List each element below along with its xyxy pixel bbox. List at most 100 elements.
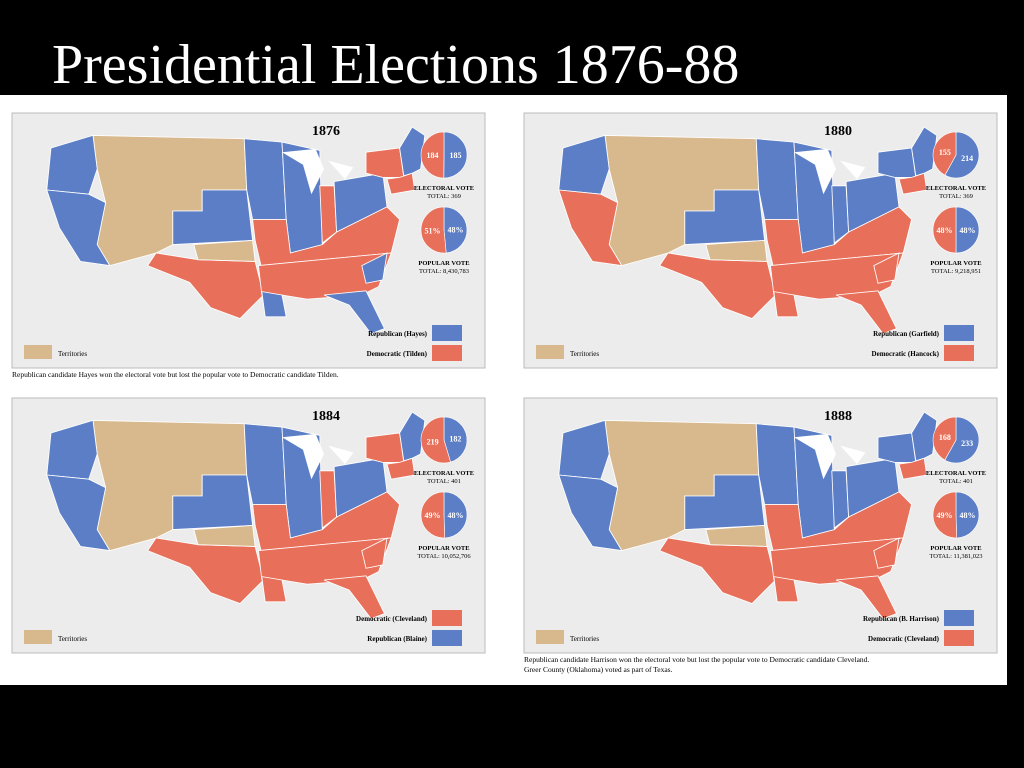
map-region	[361, 252, 388, 284]
legend-swatch	[944, 325, 974, 341]
map-region	[558, 474, 623, 552]
pie-label: 49%	[425, 511, 441, 520]
map-region	[558, 419, 610, 480]
legend-label: Democratic (Cleveland)	[356, 615, 428, 623]
pie-label: 48%	[447, 511, 463, 520]
pie-slice	[420, 416, 451, 464]
map-region	[361, 537, 388, 569]
legend-label: Republican (Hayes)	[368, 330, 428, 338]
popular-total: TOTAL: 8,430,783	[419, 268, 469, 275]
map-region	[831, 470, 850, 529]
map-region	[705, 524, 768, 547]
pie-label: 214	[961, 154, 973, 163]
pie-slice	[443, 206, 468, 254]
popular-total: TOTAL: 10,052,706	[417, 553, 471, 560]
pie-label: 155	[939, 148, 951, 157]
pie-label: 233	[961, 439, 973, 448]
map-region	[755, 138, 799, 220]
map-region	[845, 172, 900, 233]
map-year: 1884	[312, 409, 340, 424]
map	[46, 411, 426, 620]
pie-slice	[932, 206, 957, 254]
great-lakes	[794, 433, 866, 480]
legend-label: Democratic (Cleveland)	[868, 635, 940, 643]
map-region	[399, 126, 426, 177]
pie-label: 48%	[447, 225, 463, 234]
popular-title: POPULAR VOTE	[930, 260, 981, 267]
map-region	[873, 537, 900, 569]
pie-label: 48%	[937, 226, 953, 235]
map-region	[705, 239, 768, 262]
map-region	[835, 290, 898, 335]
legend-swatch	[944, 610, 974, 626]
map-region	[755, 423, 799, 505]
map-region	[558, 134, 610, 195]
legend-label: Democratic (Hancock)	[872, 350, 940, 358]
map-region	[831, 185, 850, 244]
map-year: 1876	[312, 124, 340, 139]
pie-label: 51%	[425, 227, 441, 236]
legend-swatch	[944, 345, 974, 361]
map-region	[877, 147, 917, 178]
electoral-total: TOTAL: 369	[427, 193, 461, 200]
pie-label: 219	[427, 438, 439, 447]
popular-title: POPULAR VOTE	[930, 545, 981, 552]
legend-swatch	[432, 345, 462, 361]
map-region	[399, 411, 426, 462]
map-year: 1888	[824, 409, 852, 424]
pie-label: 184	[427, 151, 439, 160]
pie-slice	[932, 491, 958, 539]
caption: Greer County (Oklahoma) voted as part of…	[524, 665, 673, 674]
territories-label: Territories	[58, 635, 87, 643]
pie-label: 49%	[937, 511, 953, 520]
legend-label: Democratic (Tilden)	[367, 350, 428, 358]
territories-label: Territories	[570, 350, 599, 358]
great-lakes	[282, 148, 354, 195]
legend-swatch	[432, 630, 462, 646]
map-region	[877, 432, 917, 463]
caption: Republican candidate Hayes won the elect…	[12, 370, 339, 379]
electoral-title: ELECTORAL VOTE	[414, 185, 474, 192]
great-lakes	[282, 433, 354, 480]
map-region	[319, 185, 338, 244]
pie-slice	[443, 131, 468, 179]
popular-total: TOTAL: 9,218,951	[931, 268, 981, 275]
pie-label: 185	[449, 151, 461, 160]
pie-slice	[932, 131, 957, 176]
map-region	[46, 134, 98, 195]
pie-label: 48%	[959, 511, 975, 520]
popular-title: POPULAR VOTE	[418, 545, 469, 552]
map-region	[46, 189, 111, 267]
slide-title: Presidential Elections 1876-88	[52, 34, 740, 96]
territories-swatch	[536, 630, 564, 644]
pie-slice	[420, 206, 447, 254]
legend-swatch	[432, 325, 462, 341]
map-region	[911, 126, 938, 177]
pie-slice	[944, 416, 980, 464]
map-region	[873, 252, 900, 284]
map-region	[193, 239, 256, 262]
popular-total: TOTAL: 11,381,023	[929, 553, 982, 560]
map-region	[319, 470, 338, 529]
map-region	[193, 524, 256, 547]
pie-slice	[420, 491, 446, 539]
map-region	[261, 291, 287, 318]
pie-slice	[420, 131, 445, 179]
map-region	[333, 172, 388, 233]
map-region	[835, 575, 898, 620]
pie-label: 48%	[960, 226, 976, 235]
map-region	[261, 576, 287, 603]
great-lakes	[794, 148, 866, 195]
map	[558, 126, 938, 335]
legend-label: Republican (B. Harrison)	[863, 615, 940, 623]
pie-slice	[944, 131, 980, 179]
electoral-total: TOTAL: 401	[939, 478, 973, 485]
caption: Republican candidate Harrison won the el…	[524, 655, 869, 664]
map-region	[243, 138, 287, 220]
